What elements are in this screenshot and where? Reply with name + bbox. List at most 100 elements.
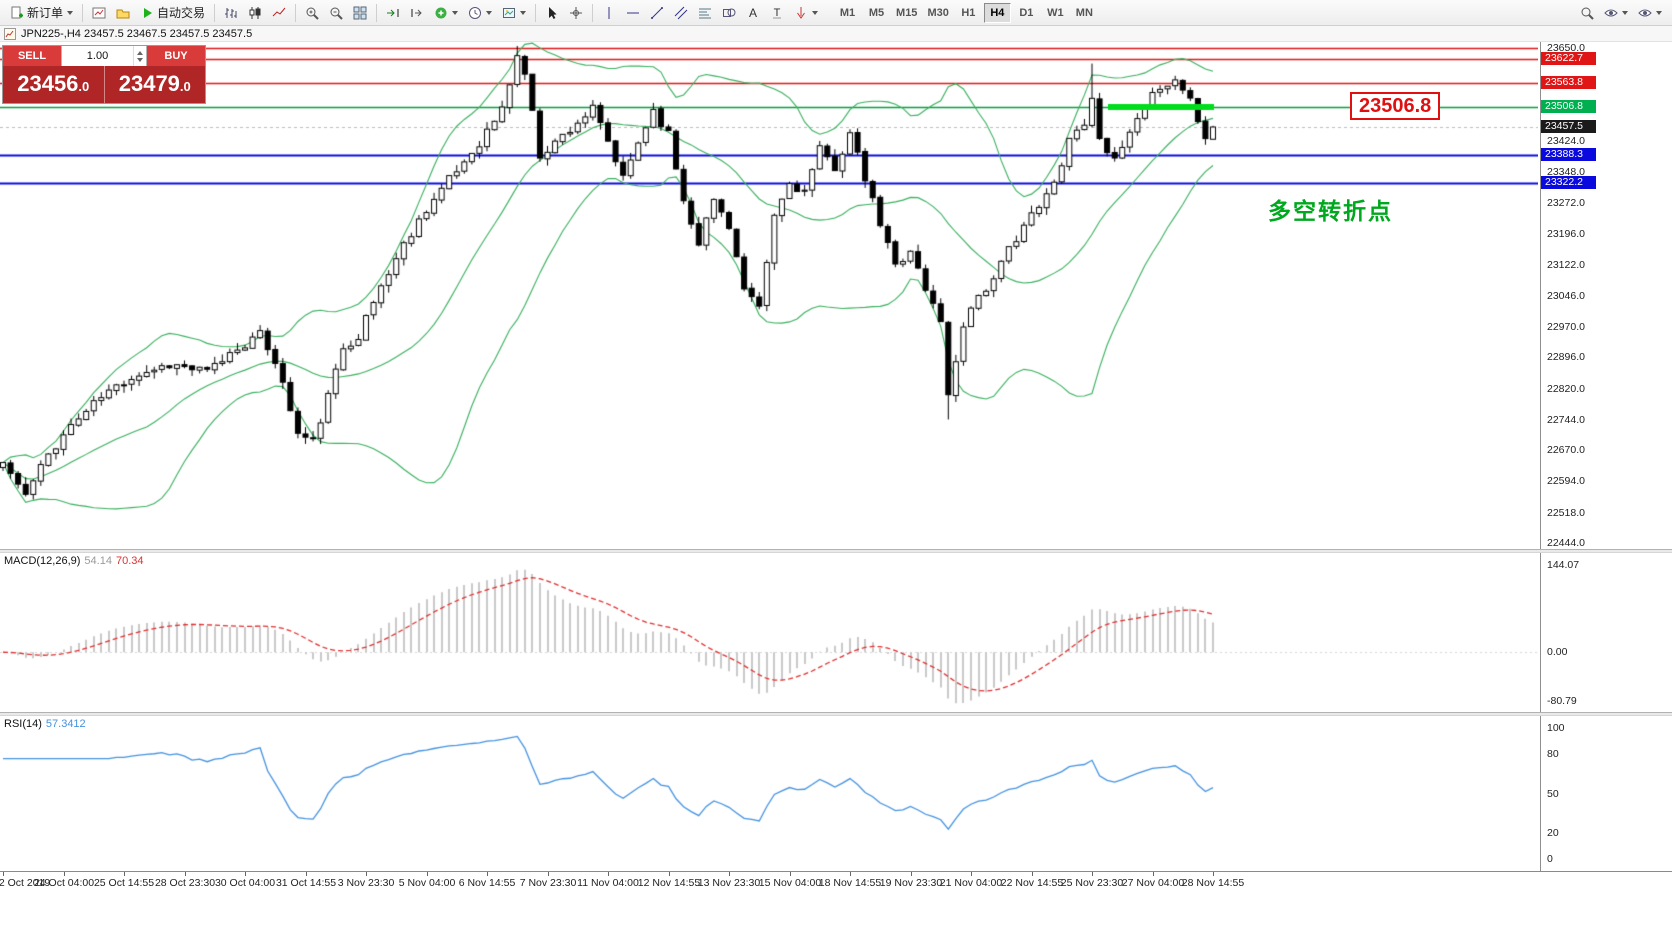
arrows-button[interactable]	[789, 2, 823, 24]
timeframe-m30-button[interactable]: M30	[927, 6, 949, 19]
rsi-name: RSI(14)	[4, 718, 42, 730]
price-axis-label: 23272.0	[1547, 197, 1585, 210]
time-tick	[911, 872, 912, 876]
search-button[interactable]	[1575, 2, 1599, 24]
macd-axis-zero: 0.00	[1547, 646, 1568, 659]
tile-windows-button[interactable]	[348, 2, 372, 24]
rsi-axis-label: 50	[1547, 787, 1559, 800]
timeframe-h1-button[interactable]: H1	[961, 6, 976, 19]
macd-panel: MACD(12,26,9) 54.14 70.34 144.07 0.00 -80.…	[0, 553, 1672, 712]
macd-axis[interactable]: 144.07 0.00 -80.79	[1540, 553, 1672, 712]
time-tick	[306, 872, 307, 876]
timeframe-d1-button[interactable]: D1	[1019, 6, 1034, 19]
caret-down-icon	[1656, 10, 1662, 15]
rsi-label: RSI(14) 57.3412	[4, 718, 86, 730]
rsi-axis[interactable]: 100 80 50 20 0	[1540, 716, 1672, 871]
panel-splitter[interactable]	[0, 712, 1672, 716]
price-axis-label: 23348.0	[1547, 165, 1585, 178]
line-chart-mode-button[interactable]	[267, 2, 291, 24]
spinner-up-icon[interactable]	[137, 50, 143, 55]
timeframe-w1-button[interactable]: W1	[1047, 6, 1064, 19]
line-icon	[272, 6, 286, 20]
favorites-button[interactable]	[1599, 2, 1633, 24]
text-button[interactable]: A	[741, 2, 765, 24]
timeframe-h4-button[interactable]: H4	[983, 2, 1011, 23]
indicators-button[interactable]	[429, 2, 463, 24]
profiles-button[interactable]	[111, 2, 135, 24]
time-axis-label: 6 Nov 14:55	[458, 877, 516, 889]
zoom-out-button[interactable]	[324, 2, 348, 24]
periods-button[interactable]	[463, 2, 497, 24]
autotrading-label: 自动交易	[157, 6, 206, 20]
volume-field[interactable]: 1.00	[61, 46, 147, 66]
macd-axis-max: 144.07	[1547, 558, 1580, 571]
cursor-icon	[545, 6, 559, 20]
timeframe-mn-button[interactable]: MN	[1075, 6, 1093, 19]
sell-price[interactable]: 23456.0	[3, 66, 104, 103]
time-axis-label: 27 Nov 04:00	[1121, 877, 1185, 889]
timeframe-m5-button[interactable]: M5	[868, 6, 885, 19]
macd-name: MACD(12,26,9)	[4, 555, 81, 567]
macd-canvas[interactable]	[0, 553, 1538, 712]
time-axis-label: 5 Nov 04:00	[398, 877, 456, 889]
fibonacci-button[interactable]	[693, 2, 717, 24]
autotrading-button[interactable]: 自动交易	[135, 2, 210, 24]
toolbar-separator	[535, 3, 537, 22]
buy-button[interactable]: BUY	[147, 46, 205, 66]
rsi-axis-label: 0	[1547, 853, 1553, 865]
cursor-button[interactable]	[540, 2, 564, 24]
time-tick	[1153, 872, 1154, 876]
shapes-button[interactable]	[717, 2, 741, 24]
sell-button[interactable]: SELL	[3, 46, 61, 66]
rsi-axis-label: 20	[1547, 826, 1559, 839]
spinner-down-icon[interactable]	[137, 57, 143, 62]
trendline-button[interactable]	[645, 2, 669, 24]
volume-spinner[interactable]	[133, 46, 146, 66]
caret-down-icon	[1622, 10, 1628, 15]
panel-splitter[interactable]	[0, 549, 1672, 553]
price-callout[interactable]: 23506.8	[1350, 91, 1441, 120]
chart-windows-button[interactable]	[87, 2, 111, 24]
equidistant-channel-button[interactable]	[669, 2, 693, 24]
price-tag: 23622.7	[1541, 52, 1596, 66]
vertical-line-button[interactable]	[597, 2, 621, 24]
vline-icon	[602, 6, 616, 20]
quick-view-button[interactable]	[1633, 2, 1667, 24]
time-tick	[427, 872, 428, 876]
chart-annotation[interactable]: 多空转折点	[1268, 198, 1393, 224]
channel-icon	[674, 6, 688, 20]
time-axis-label: 22 Oct 2019	[0, 877, 51, 889]
chart-shift-button[interactable]	[405, 2, 429, 24]
text-label-button[interactable]: T	[765, 2, 789, 24]
auto-scroll-button[interactable]	[381, 2, 405, 24]
buy-price[interactable]: 23479.0	[103, 66, 206, 103]
candles-icon	[248, 6, 262, 20]
zoom-out-icon	[329, 6, 343, 20]
time-tick	[608, 872, 609, 876]
time-tick	[1032, 872, 1033, 876]
timeframe-m1-button[interactable]: M1	[839, 6, 856, 19]
macd-axis-min: -80.79	[1547, 695, 1577, 708]
zoom-in-button[interactable]	[300, 2, 324, 24]
time-axis-label: 15 Nov 04:00	[758, 877, 822, 889]
price-chart-canvas[interactable]	[0, 42, 1538, 549]
crosshair-button[interactable]	[564, 2, 588, 24]
price-axis-label: 23046.0	[1547, 289, 1585, 302]
time-axis-label: 25 Oct 14:55	[93, 877, 155, 889]
clock-icon	[468, 6, 482, 20]
bar-chart-mode-button[interactable]	[219, 2, 243, 24]
rsi-canvas[interactable]	[0, 716, 1538, 871]
templates-button[interactable]	[497, 2, 531, 24]
chart-title: JPN225-,H4 23457.5 23467.5 23457.5 23457…	[21, 27, 253, 40]
time-axis-label: 30 Oct 04:00	[214, 877, 276, 889]
chart-icon	[4, 27, 16, 40]
candle-chart-mode-button[interactable]	[243, 2, 267, 24]
timeframe-m15-button[interactable]: M15	[896, 6, 918, 19]
horizontal-line-button[interactable]	[621, 2, 645, 24]
eye-icon	[1604, 6, 1618, 20]
price-axis[interactable]: 23650.0 23424.0 23348.0 23272.0 23196.0 23122…	[1540, 42, 1672, 549]
time-axis-label: 21 Nov 04:00	[939, 877, 1003, 889]
new-order-button[interactable]: 新订单	[5, 2, 78, 24]
toolbar-separator	[295, 3, 297, 22]
